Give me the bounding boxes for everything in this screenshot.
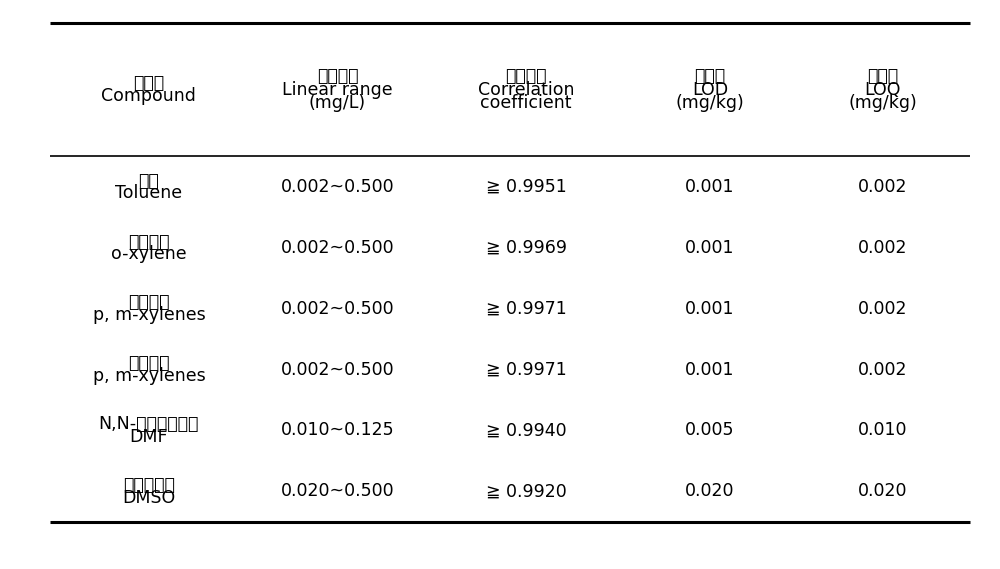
Text: LOQ: LOQ [864, 81, 901, 98]
Text: 0.010~0.125: 0.010~0.125 [281, 422, 394, 439]
Text: 0.002: 0.002 [858, 361, 907, 378]
Text: 相关系数: 相关系数 [505, 67, 547, 85]
Text: (mg/L): (mg/L) [309, 94, 366, 112]
Text: ≧ 0.9969: ≧ 0.9969 [486, 239, 567, 257]
Text: Compound: Compound [101, 87, 196, 105]
Text: 0.002~0.500: 0.002~0.500 [281, 300, 394, 318]
Text: (mg/kg): (mg/kg) [676, 94, 744, 112]
Text: 0.005: 0.005 [685, 422, 735, 439]
Text: DMSO: DMSO [122, 489, 176, 506]
Text: LOD: LOD [692, 81, 728, 98]
Text: Linear range: Linear range [282, 81, 393, 98]
Text: ≧ 0.9940: ≧ 0.9940 [486, 422, 566, 439]
Text: 化合物: 化合物 [133, 74, 164, 92]
Text: 0.002: 0.002 [858, 178, 907, 196]
Text: 0.002: 0.002 [858, 239, 907, 257]
Text: 线性范围: 线性范围 [317, 67, 358, 85]
Text: o-xylene: o-xylene [111, 245, 187, 263]
Text: 0.010: 0.010 [858, 422, 907, 439]
Text: 邻二甲苯: 邻二甲苯 [128, 233, 170, 250]
Text: ≧ 0.9971: ≧ 0.9971 [486, 300, 566, 318]
Text: DMF: DMF [130, 428, 168, 446]
Text: ≧ 0.9920: ≧ 0.9920 [486, 483, 566, 500]
Text: 0.020: 0.020 [858, 483, 907, 500]
Text: 间二甲苯: 间二甲苯 [128, 294, 170, 311]
Text: p, m-xylenes: p, m-xylenes [93, 306, 205, 324]
Text: 甲苯: 甲苯 [139, 172, 159, 189]
Text: coefficient: coefficient [480, 94, 572, 112]
Text: 对二甲苯: 对二甲苯 [128, 354, 170, 372]
Text: 二甲基亚砜: 二甲基亚砜 [123, 476, 175, 494]
Text: (mg/kg): (mg/kg) [848, 94, 917, 112]
Text: 0.001: 0.001 [685, 300, 735, 318]
Text: 定量限: 定量限 [867, 67, 898, 85]
Text: ≧ 0.9971: ≧ 0.9971 [486, 361, 566, 378]
Text: 0.002~0.500: 0.002~0.500 [281, 239, 394, 257]
Text: 0.002~0.500: 0.002~0.500 [281, 178, 394, 196]
Text: N,N-二甲基甲酰胺: N,N-二甲基甲酰胺 [99, 415, 199, 433]
Text: 检出限: 检出限 [695, 67, 726, 85]
Text: Correlation: Correlation [478, 81, 574, 98]
Text: 0.020: 0.020 [685, 483, 735, 500]
Text: ≧ 0.9951: ≧ 0.9951 [486, 178, 566, 196]
Text: 0.020~0.500: 0.020~0.500 [281, 483, 394, 500]
Text: 0.001: 0.001 [685, 178, 735, 196]
Text: 0.002: 0.002 [858, 300, 907, 318]
Text: 0.002~0.500: 0.002~0.500 [281, 361, 394, 378]
Text: 0.001: 0.001 [685, 239, 735, 257]
Text: p, m-xylenes: p, m-xylenes [93, 367, 205, 385]
Text: 0.001: 0.001 [685, 361, 735, 378]
Text: Toluene: Toluene [115, 184, 182, 202]
